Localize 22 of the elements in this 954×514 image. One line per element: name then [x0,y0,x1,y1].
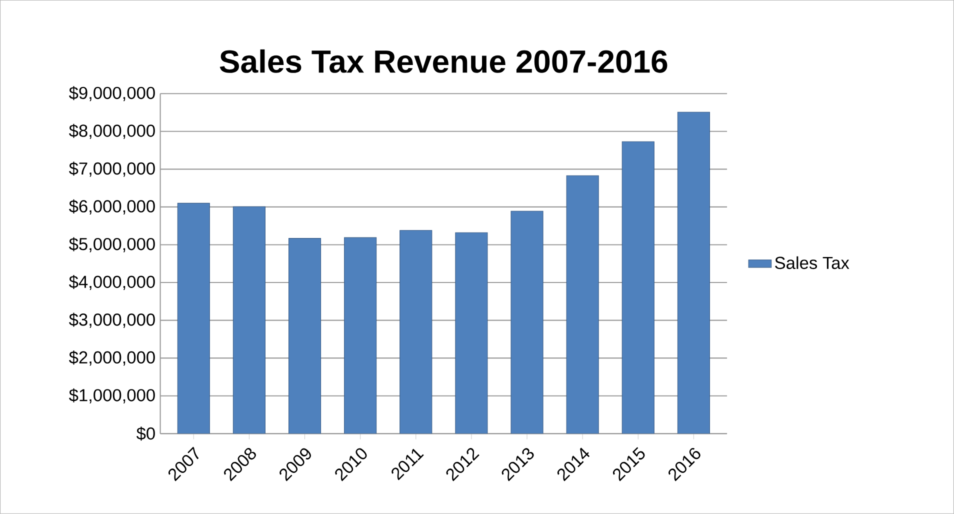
legend-label: Sales Tax [775,256,850,270]
bar [344,237,377,434]
bar [455,232,488,434]
bar [622,141,654,434]
y-tick-label: $9,000,000 [69,86,155,102]
y-tick-label: $1,000,000 [69,388,155,404]
y-tick-label: $7,000,000 [69,162,155,177]
y-tick-label: $2,000,000 [69,350,155,366]
bar [510,210,544,434]
bar [566,175,599,434]
bar [232,206,266,434]
bar [177,202,210,434]
y-tick-label: $5,000,000 [69,237,155,252]
bar [400,230,432,434]
bar [677,112,710,434]
bar [288,238,322,434]
chart-title: Sales Tax Revenue 2007-2016 [220,49,668,73]
y-tick-label: $8,000,000 [69,124,155,139]
y-tick-label: $6,000,000 [69,199,155,215]
y-tick-label: $0 [136,426,155,441]
y-tick-label: $3,000,000 [69,312,155,328]
y-tick-label: $4,000,000 [69,275,155,290]
